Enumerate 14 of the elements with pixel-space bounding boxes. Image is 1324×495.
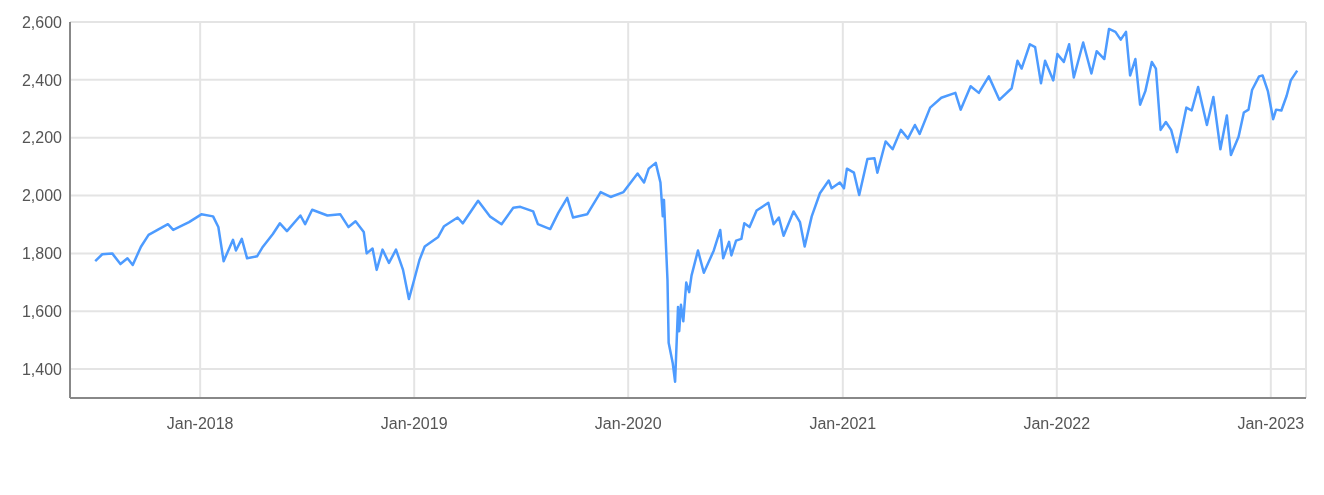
y-tick-label: 2,600: [21, 13, 63, 31]
x-tick-label: Jan-2021: [809, 415, 877, 433]
x-tick-label: Jan-2020: [594, 415, 662, 433]
x-tick-label: Jan-2022: [1023, 415, 1091, 433]
y-tick-label: 1,400: [21, 360, 63, 378]
x-tick-label: Jan-2018: [166, 415, 234, 433]
y-tick-label: 2,400: [21, 71, 63, 89]
x-tick-label: Jan-2023: [1237, 415, 1305, 433]
y-tick-label: 1,800: [21, 245, 63, 263]
y-tick-label: 1,600: [21, 302, 63, 320]
y-tick-label: 2,200: [21, 129, 63, 147]
line-series: [93, 27, 1299, 384]
x-tick-label: Jan-2019: [380, 415, 448, 433]
y-tick-label: 2,000: [21, 187, 63, 205]
